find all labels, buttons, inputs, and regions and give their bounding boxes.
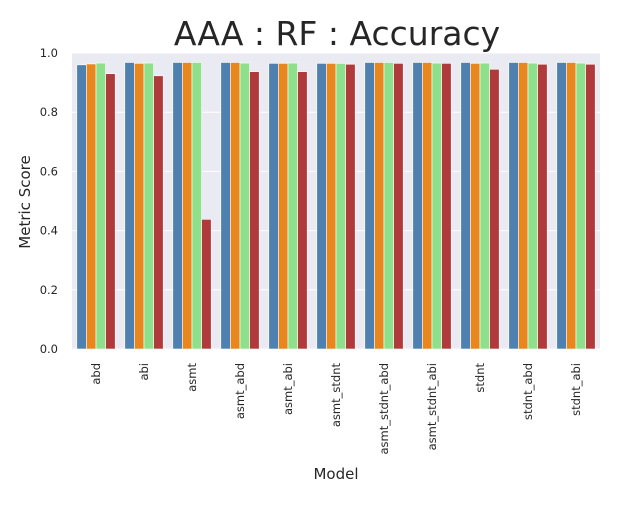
bar-asmt-0 (172, 62, 183, 350)
bar-asmt_stdnt-1 (326, 63, 337, 350)
bar-abi-3 (153, 75, 164, 350)
x-axis-label: Model (313, 465, 358, 483)
bar-stdnt-0 (460, 62, 471, 350)
bar-stdnt-3 (489, 68, 500, 350)
bar-abi-2 (143, 62, 154, 350)
bar-asmt_stdnt_abd-1 (374, 62, 385, 350)
bar-abd-1 (86, 63, 97, 350)
bar-asmt-1 (182, 62, 193, 350)
bar-asmt_abd-1 (230, 62, 241, 350)
bar-asmt_abd-3 (249, 71, 260, 350)
bar-abd-0 (76, 64, 87, 350)
bar-stdnt_abd-1 (518, 62, 529, 350)
bar-asmt_stdnt_abd-0 (364, 62, 375, 350)
bar-asmt_stdnt_abi-0 (412, 62, 423, 350)
chart-title: AAA : RF : Accuracy (174, 14, 500, 53)
x-tick-label: asmt_abd (233, 363, 247, 419)
bar-abd-3 (105, 73, 116, 350)
bar-stdnt-2 (479, 62, 490, 350)
bar-stdnt_abi-0 (556, 62, 567, 350)
x-tick-label: stdnt_abd (521, 363, 535, 420)
bars (76, 62, 596, 350)
y-tick-labels: 0.0 0.2 0.4 0.6 0.8 1.0 (40, 46, 58, 356)
bar-asmt_stdnt_abd-2 (383, 62, 394, 350)
x-tick-label: stdnt (473, 363, 487, 393)
bar-stdnt-1 (470, 63, 481, 350)
y-tick-label: 1.0 (40, 46, 58, 60)
bar-asmt_abd-2 (239, 62, 250, 350)
bar-asmt_stdnt-0 (316, 63, 327, 350)
bar-asmt-2 (191, 62, 202, 350)
x-tick-label: asmt_stdnt (329, 363, 343, 428)
x-tick-label: asmt_stdnt_abd (377, 363, 391, 455)
x-tick-label: abi (137, 363, 151, 381)
y-tick-label: 0.2 (40, 283, 58, 297)
bar-abi-1 (134, 63, 145, 350)
y-axis-label: Metric Score (16, 155, 34, 248)
bar-asmt_abi-3 (297, 71, 308, 350)
bar-asmt_stdnt-3 (345, 63, 356, 350)
bar-abi-0 (124, 62, 135, 350)
y-tick-label: 0.6 (40, 164, 58, 178)
x-tick-label: asmt_stdnt_abi (425, 363, 439, 450)
bar-stdnt_abi-1 (566, 62, 577, 350)
bar-asmt-3 (201, 219, 212, 350)
bar-asmt_abi-2 (287, 62, 298, 350)
bar-asmt_abi-0 (268, 63, 279, 350)
bar-abd-2 (95, 62, 106, 350)
x-tick-label: abd (89, 363, 103, 385)
x-tick-labels: abd abi asmt asmt_abd asmt_abi asmt_stdnt asmt… (89, 363, 583, 455)
bar-asmt_stdnt_abi-3 (441, 63, 452, 350)
bar-asmt_stdnt-2 (335, 63, 346, 350)
x-tick-label: asmt_abi (281, 363, 295, 415)
bar-asmt_stdnt_abd-3 (393, 63, 404, 350)
bar-stdnt_abi-3 (585, 63, 596, 350)
bar-asmt_abi-1 (278, 63, 289, 350)
bar-stdnt_abi-2 (575, 62, 586, 350)
bar-stdnt_abd-2 (527, 62, 538, 350)
y-tick-label: 0.4 (40, 224, 58, 238)
y-tick-label: 0.0 (40, 342, 58, 356)
bar-asmt_stdnt_abi-1 (422, 62, 433, 350)
bar-stdnt_abd-0 (508, 62, 519, 350)
y-tick-label: 0.8 (40, 105, 58, 119)
x-tick-label: stdnt_abi (569, 363, 583, 416)
bar-asmt_abd-0 (220, 62, 231, 350)
x-tick-label: asmt (185, 363, 199, 392)
bar-stdnt_abd-3 (537, 63, 548, 350)
bar-asmt_stdnt_abi-2 (431, 62, 442, 350)
